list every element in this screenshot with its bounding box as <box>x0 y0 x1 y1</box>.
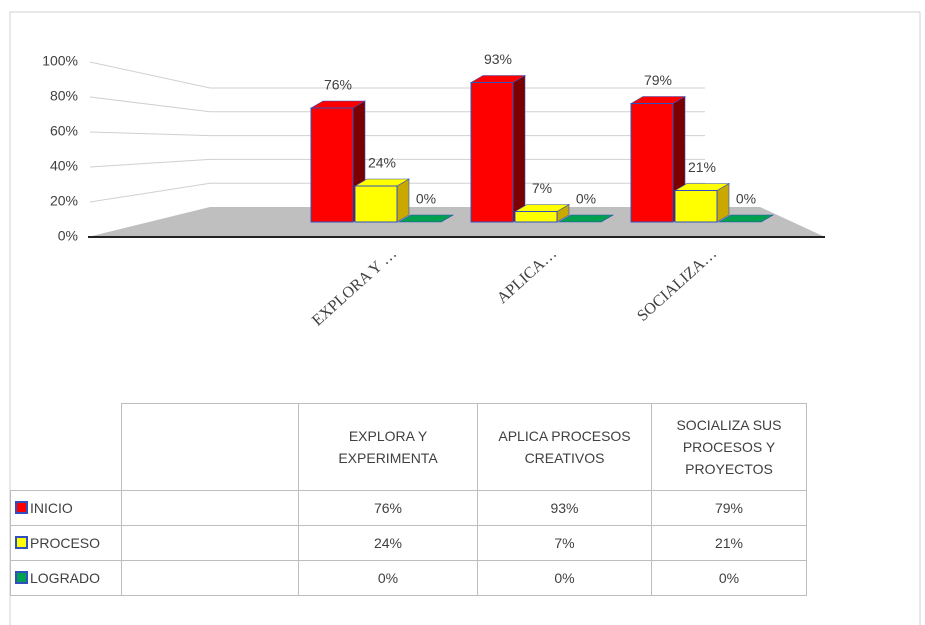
y-tick-label: 80% <box>50 88 78 104</box>
x-tick-label: APLICA… <box>494 245 560 307</box>
table-row: PROCESO 24% 7% 21% <box>10 525 807 561</box>
data-label: 7% <box>532 180 552 196</box>
legend-key <box>15 536 28 549</box>
y-tick-label: 0% <box>58 228 78 244</box>
legend-cell: PROCESO <box>10 525 122 561</box>
y-tick-label: 20% <box>50 193 78 209</box>
bar <box>514 211 558 223</box>
value-cell: 76% <box>298 490 478 526</box>
header-cell: SOCIALIZA SUS PROCESOS Y PROYECTOS <box>651 403 807 491</box>
data-label: 24% <box>368 155 396 171</box>
data-label: 93% <box>484 51 512 67</box>
bar <box>674 190 718 223</box>
empty-cell <box>121 403 299 491</box>
header-cell: EXPLORA Y EXPERIMENTA <box>298 403 478 491</box>
data-label: 21% <box>688 159 716 175</box>
bar <box>630 103 674 223</box>
bar <box>470 82 514 223</box>
value-cell: 93% <box>477 490 652 526</box>
value-cell: 7% <box>477 525 652 561</box>
data-label: 0% <box>736 191 756 207</box>
legend-key <box>15 501 28 514</box>
value-cell: 21% <box>651 525 807 561</box>
bar <box>310 107 354 223</box>
grid-line <box>89 182 705 203</box>
bar-side <box>396 178 410 223</box>
value-cell: 79% <box>651 490 807 526</box>
bar <box>354 185 398 223</box>
header-cell: APLICA PROCESOS CREATIVOS <box>477 403 652 491</box>
table-row: LOGRADO 0% 0% 0% <box>10 560 807 596</box>
frame <box>9 11 921 625</box>
empty-cell <box>121 560 299 596</box>
data-label: 0% <box>576 191 596 207</box>
grid-line <box>89 158 705 168</box>
legend-cell: LOGRADO <box>10 560 122 596</box>
legend-label: PROCESO <box>30 535 101 551</box>
data-table: EXPLORA Y EXPERIMENTA APLICA PROCESOS CRE… <box>10 403 807 596</box>
x-tick-label: SOCIALIZA… <box>634 245 720 325</box>
bar-top <box>557 214 615 223</box>
legend-key <box>15 571 28 584</box>
grid-line <box>89 131 705 137</box>
value-cell: 24% <box>298 525 478 561</box>
empty <box>11 404 122 491</box>
data-label: 76% <box>324 77 352 93</box>
legend-label: LOGRADO <box>30 570 101 586</box>
legend-label: INICIO <box>30 500 73 516</box>
data-label: 0% <box>416 191 436 207</box>
bar-side <box>512 74 526 223</box>
empty-cell <box>121 525 299 561</box>
y-tick-label: 60% <box>50 123 78 139</box>
grid-line <box>89 96 705 113</box>
bar-top <box>397 214 455 223</box>
table-row: INICIO 76% 93% 79% <box>10 490 807 526</box>
y-tick-label: 40% <box>50 158 78 174</box>
x-tick-label: EXPLORA Y … <box>309 245 400 329</box>
grid-line <box>89 61 705 89</box>
value-cell: 0% <box>298 560 478 596</box>
legend-cell: INICIO <box>10 490 122 526</box>
value-cell: 0% <box>477 560 652 596</box>
empty-cell <box>121 490 299 526</box>
y-tick-label: 100% <box>42 53 78 69</box>
data-label: 79% <box>644 72 672 88</box>
value-cell: 0% <box>651 560 807 596</box>
bar-top <box>717 214 775 223</box>
